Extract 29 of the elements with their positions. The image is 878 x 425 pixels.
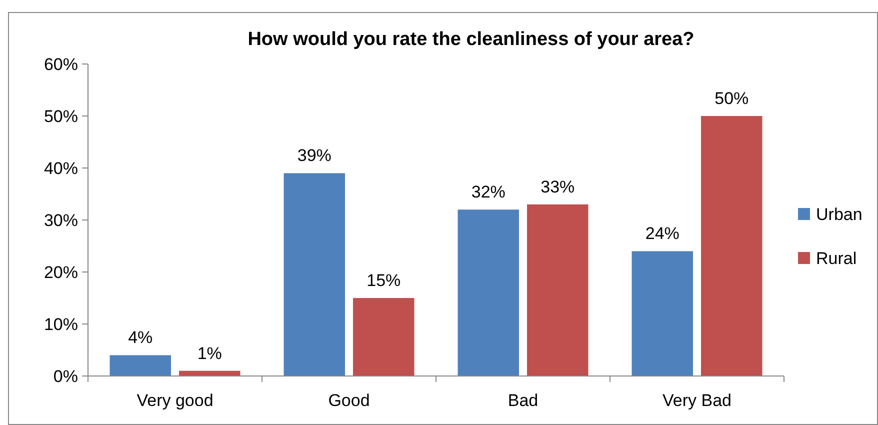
y-tick-label: 60%: [44, 54, 78, 74]
y-tick-label: 50%: [44, 106, 78, 126]
bar: [284, 173, 345, 376]
data-label: 15%: [366, 271, 401, 290]
bar: [701, 116, 762, 376]
bar: [458, 210, 519, 376]
x-tick-label: Very Bad: [662, 391, 732, 410]
data-label: 39%: [297, 146, 332, 166]
y-tick-label: 10%: [44, 314, 78, 334]
data-label: 32%: [471, 182, 506, 202]
bar: [527, 204, 588, 376]
x-tick-label: Good: [328, 391, 370, 410]
legend-label: Rural: [816, 248, 857, 268]
data-label: 50%: [714, 89, 749, 108]
bar: [353, 298, 414, 376]
y-tick-label: 20%: [44, 262, 78, 282]
data-label: 4%: [128, 328, 153, 348]
data-label: 1%: [197, 344, 222, 363]
bar: [632, 251, 693, 376]
y-tick-label: 30%: [44, 210, 78, 230]
bar: [110, 355, 171, 376]
data-label: 33%: [540, 177, 575, 196]
y-tick-label: 0%: [53, 366, 78, 386]
chart-title: How would you rate the cleanliness of your area?: [248, 29, 694, 50]
x-tick-label: Bad: [508, 391, 538, 410]
x-tick-label: Very good: [136, 391, 214, 410]
legend-label: Urban: [816, 204, 862, 224]
data-label: 24%: [645, 224, 680, 244]
y-tick-label: 40%: [44, 158, 78, 178]
